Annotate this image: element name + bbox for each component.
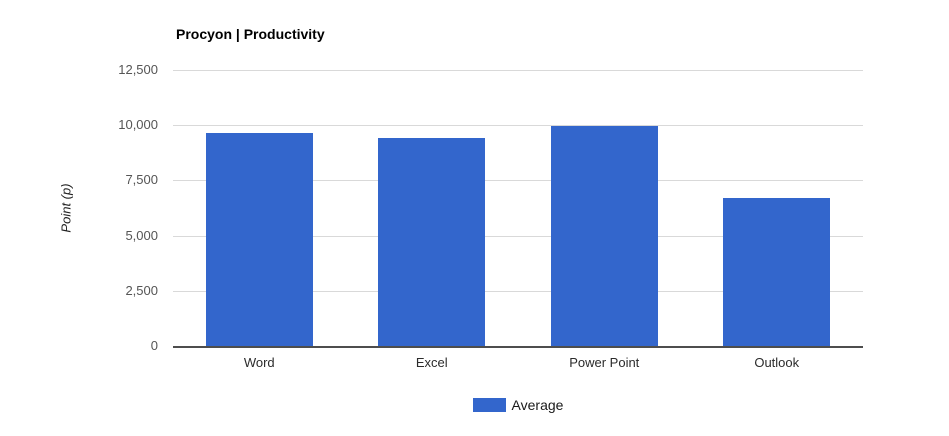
gridline-10000 [173,125,863,127]
legend-label: Average [511,397,564,413]
y-tick-label: 5,000 [125,227,158,243]
gridline-7500 [173,180,863,182]
x-axis-label-outlook: Outlook [754,355,800,370]
gridline-12500 [173,70,863,71]
x-axis-label-word: Word [243,355,275,370]
legend-item-average[interactable]: Average [173,397,863,413]
bar-word[interactable] [205,132,313,346]
plot-area [173,70,863,348]
y-tick-label: 7,500 [125,172,158,188]
chart-title: Procyon | Productivity [176,26,325,42]
y-tick-label: 0 [150,338,158,353]
gridline-5000 [173,235,863,237]
x-axis-label-excel: Excel [415,355,448,370]
y-tick-label: 2,500 [125,282,158,298]
bar-excel[interactable] [378,138,486,346]
bar-power-point[interactable] [550,126,658,346]
y-axis-title: Point (p) [58,183,74,233]
x-axis-label-power-point: Power Point [569,355,640,370]
legend-swatch[interactable] [472,398,506,412]
gridline-2500 [173,290,863,292]
bar-outlook[interactable] [723,198,831,346]
y-tick-label: 12,500 [118,62,158,77]
y-tick-label: 10,000 [118,117,158,133]
